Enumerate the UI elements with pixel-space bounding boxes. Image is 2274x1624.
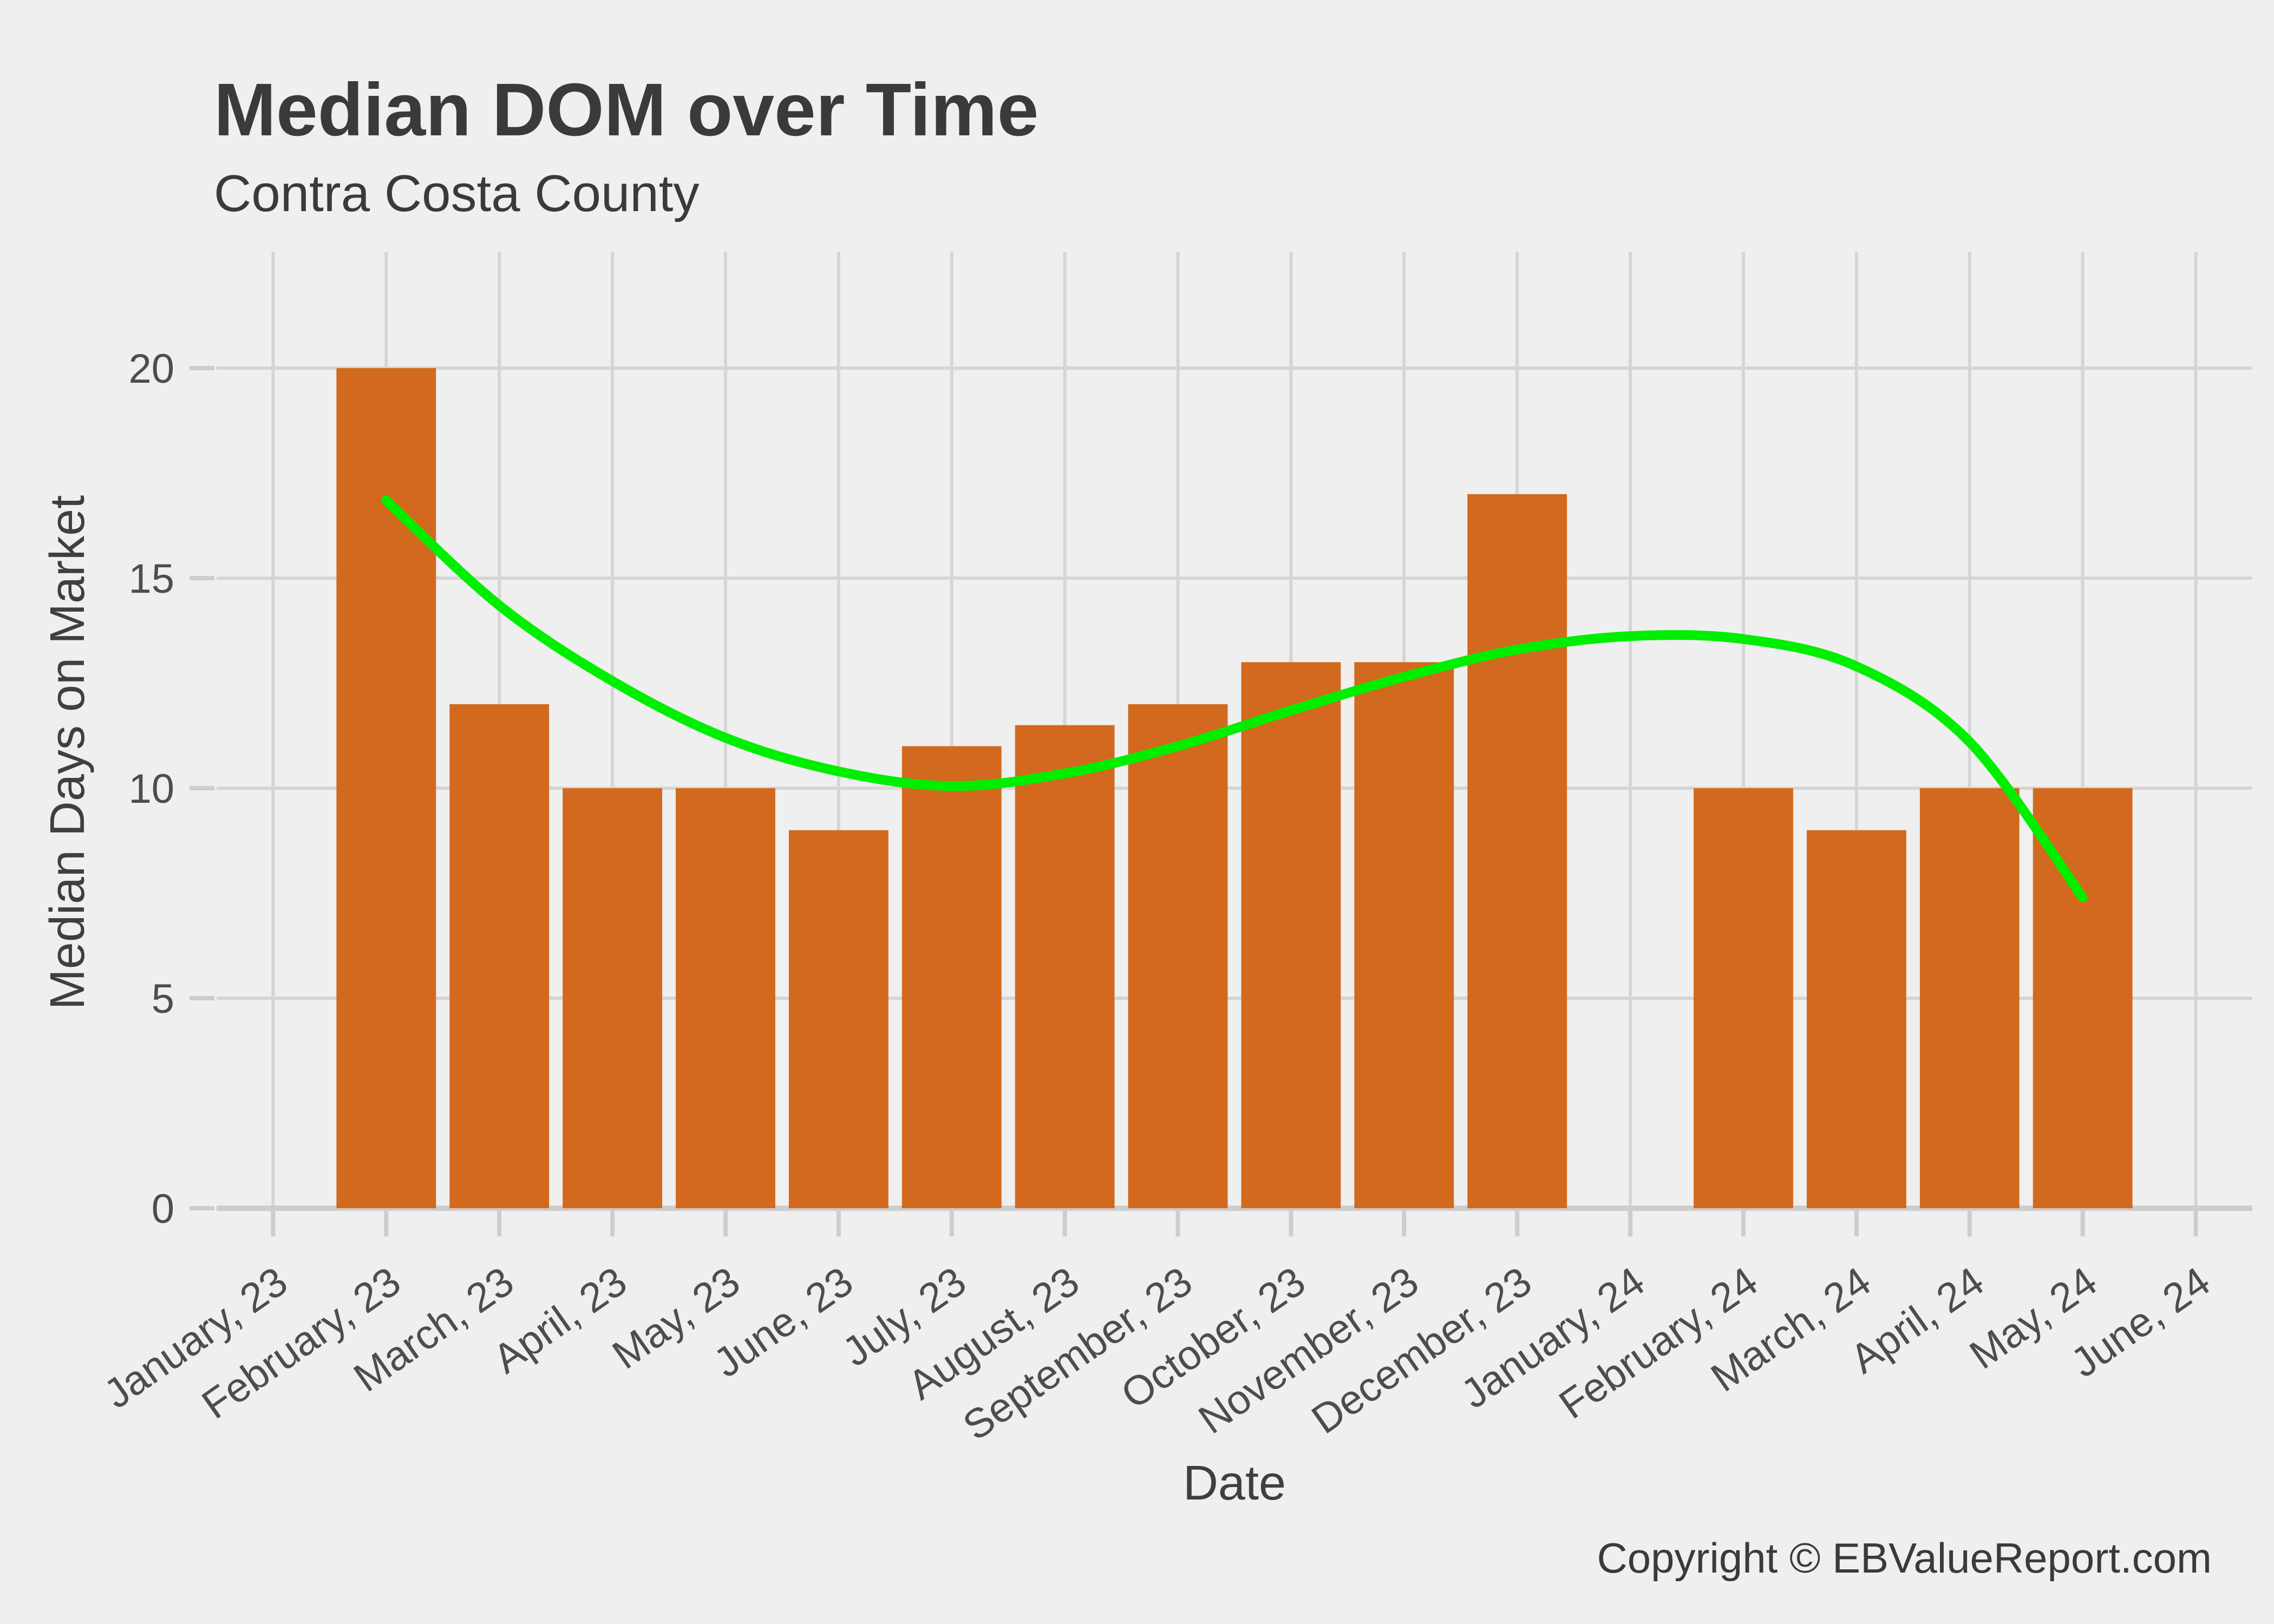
axis-ticks <box>190 366 2198 1236</box>
trend-line <box>381 495 2088 902</box>
chart-title: Median DOM over Time <box>214 68 1038 152</box>
bar <box>1241 662 1341 1208</box>
y-axis-title: Median Days on Market <box>41 495 95 1010</box>
bar <box>1354 662 1454 1208</box>
smooth-curve <box>381 495 2088 902</box>
y-tick-label: 10 <box>128 766 174 812</box>
bar <box>1806 830 1906 1208</box>
y-tick-label: 20 <box>128 346 174 392</box>
x-axis-title: Date <box>1183 1456 1286 1510</box>
y-tick-label: 5 <box>152 976 174 1022</box>
bars <box>336 368 2133 1208</box>
copyright-watermark: Copyright © EBValueReport.com <box>1597 1534 2212 1582</box>
bar <box>901 746 1002 1208</box>
bar <box>336 368 436 1208</box>
bar <box>1919 788 2020 1208</box>
bar <box>1694 788 1793 1208</box>
bar <box>563 788 663 1208</box>
bar <box>676 788 775 1208</box>
bar <box>1015 725 1115 1208</box>
chart-subtitle: Contra Costa County <box>214 165 699 222</box>
bar <box>788 830 888 1208</box>
bar <box>449 704 550 1208</box>
y-tick-label: 15 <box>128 556 174 602</box>
bar <box>1128 704 1228 1208</box>
y-tick-label: 0 <box>152 1186 174 1232</box>
bar <box>1467 494 1567 1208</box>
y-tick-labels: 0 5 10 15 20 <box>128 346 174 1232</box>
gridlines-horizontal <box>217 366 2252 1211</box>
bar <box>2033 788 2133 1208</box>
